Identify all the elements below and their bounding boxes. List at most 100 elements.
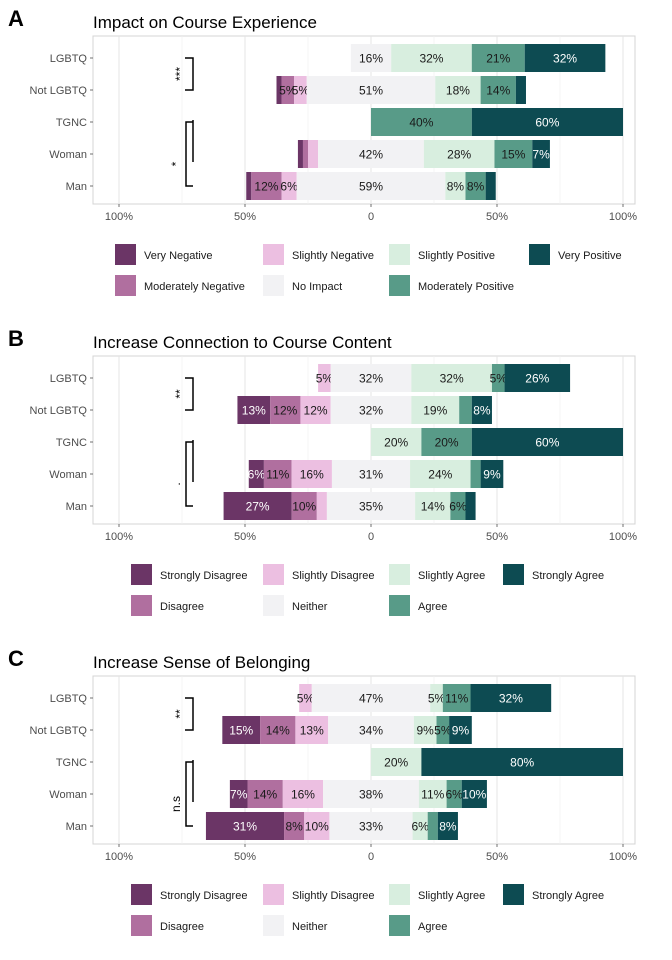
x-tick-label: 50% bbox=[234, 531, 256, 543]
panel-title: Impact on Course Experience bbox=[93, 13, 317, 32]
bar-segment bbox=[436, 716, 450, 744]
legend-swatch bbox=[503, 564, 524, 585]
bar-segment bbox=[330, 396, 412, 424]
x-tick-label: 100% bbox=[105, 851, 133, 863]
data-label: 7% bbox=[230, 788, 248, 802]
legend-label: Slightly Agree bbox=[418, 890, 485, 902]
category-label: Man bbox=[66, 181, 87, 193]
panel-letter: C bbox=[8, 646, 24, 671]
bar-segment bbox=[318, 140, 424, 168]
x-tick-label: 0 bbox=[368, 851, 374, 863]
data-label: 6% bbox=[411, 820, 429, 834]
data-label: 5% bbox=[297, 692, 315, 706]
bar-segment bbox=[294, 76, 307, 104]
legend-label: Agree bbox=[418, 921, 447, 933]
bar-segment bbox=[465, 172, 486, 200]
x-tick-label: 50% bbox=[486, 851, 508, 863]
legend-label: Slightly Disagree bbox=[292, 570, 375, 582]
data-label: 28% bbox=[447, 148, 471, 162]
legend-swatch bbox=[263, 884, 284, 905]
data-label: 32% bbox=[359, 372, 383, 386]
bar-segment bbox=[471, 396, 492, 424]
data-label: 6% bbox=[248, 468, 266, 482]
data-label: 32% bbox=[359, 404, 383, 418]
bar-segment bbox=[302, 140, 308, 168]
category-label: LGBTQ bbox=[50, 373, 88, 385]
bar-segment bbox=[248, 460, 264, 488]
legend-label: Strongly Disagree bbox=[160, 890, 247, 902]
legend-swatch bbox=[263, 595, 284, 616]
data-label: 16% bbox=[359, 52, 383, 66]
data-label: 20% bbox=[384, 756, 408, 770]
bar-segment bbox=[237, 396, 271, 424]
legend-swatch bbox=[389, 884, 410, 905]
legend-label: Strongly Agree bbox=[532, 890, 604, 902]
legend-swatch bbox=[389, 564, 410, 585]
bar-segment bbox=[449, 716, 472, 744]
bar-segment bbox=[437, 812, 458, 840]
data-label: 9% bbox=[452, 724, 470, 738]
legend: Strongly Disagree Disagree Slightly Disagr… bbox=[131, 564, 604, 616]
legend-swatch bbox=[389, 915, 410, 936]
x-tick-label: 100% bbox=[105, 531, 133, 543]
legend-label: Agree bbox=[418, 601, 447, 613]
significance-bracket bbox=[185, 377, 194, 411]
bar-segment bbox=[445, 172, 466, 200]
data-label: 9% bbox=[483, 468, 501, 482]
bar-segment bbox=[371, 108, 472, 136]
data-label: 12% bbox=[254, 180, 278, 194]
data-label: 5% bbox=[279, 84, 297, 98]
legend-label: Slightly Disagree bbox=[292, 890, 375, 902]
bar-segment bbox=[291, 492, 317, 520]
legend-label: Disagree bbox=[160, 601, 204, 613]
data-label: 5% bbox=[434, 724, 452, 738]
bar-segment bbox=[411, 396, 460, 424]
category-label: Man bbox=[66, 821, 87, 833]
bar-segment bbox=[471, 108, 623, 136]
data-label: 11% bbox=[421, 788, 444, 802]
legend-swatch bbox=[529, 244, 550, 265]
significance-bracket bbox=[185, 121, 193, 187]
legend-swatch bbox=[263, 564, 284, 585]
legend-swatch bbox=[131, 564, 152, 585]
data-label: 7% bbox=[532, 148, 550, 162]
data-label: 11% bbox=[445, 692, 468, 706]
legend-label: Slightly Negative bbox=[292, 250, 374, 262]
legend-label: Neither bbox=[292, 601, 328, 613]
legend-swatch bbox=[503, 884, 524, 905]
data-label: 14% bbox=[266, 724, 290, 738]
data-label: 10% bbox=[305, 820, 329, 834]
legend-label: Neither bbox=[292, 921, 328, 933]
x-tick-label: 50% bbox=[486, 211, 508, 223]
category-label: TGNC bbox=[56, 757, 87, 769]
data-label: 19% bbox=[423, 404, 447, 418]
bar-segment bbox=[459, 396, 472, 424]
significance-label: n.s bbox=[169, 796, 183, 812]
data-label: 20% bbox=[384, 436, 408, 450]
legend-label: Very Negative bbox=[144, 250, 212, 262]
legend-label: Disagree bbox=[160, 921, 204, 933]
legend-swatch bbox=[131, 884, 152, 905]
panel-a: A Impact on Course Experience 16% 32% 21% 32%… bbox=[8, 6, 637, 296]
bar-segment bbox=[326, 492, 416, 520]
data-label: 47% bbox=[359, 692, 383, 706]
bar-segment bbox=[418, 780, 447, 808]
bar-segment bbox=[421, 428, 472, 456]
data-label: 26% bbox=[525, 372, 549, 386]
legend-swatch bbox=[263, 275, 284, 296]
data-label: 21% bbox=[486, 52, 510, 66]
significance-bracket bbox=[185, 441, 193, 507]
legend-swatch bbox=[115, 275, 136, 296]
bar-segment bbox=[329, 812, 413, 840]
data-label: 6% bbox=[445, 788, 463, 802]
category-label: Not LGBTQ bbox=[30, 725, 88, 737]
legend-swatch bbox=[263, 915, 284, 936]
data-label: 27% bbox=[246, 500, 270, 514]
bar-segment bbox=[450, 492, 466, 520]
data-label: 40% bbox=[409, 116, 433, 130]
bar-segment bbox=[470, 460, 481, 488]
data-label: 42% bbox=[359, 148, 383, 162]
bar-segment bbox=[430, 684, 443, 712]
bar-segment bbox=[270, 396, 301, 424]
